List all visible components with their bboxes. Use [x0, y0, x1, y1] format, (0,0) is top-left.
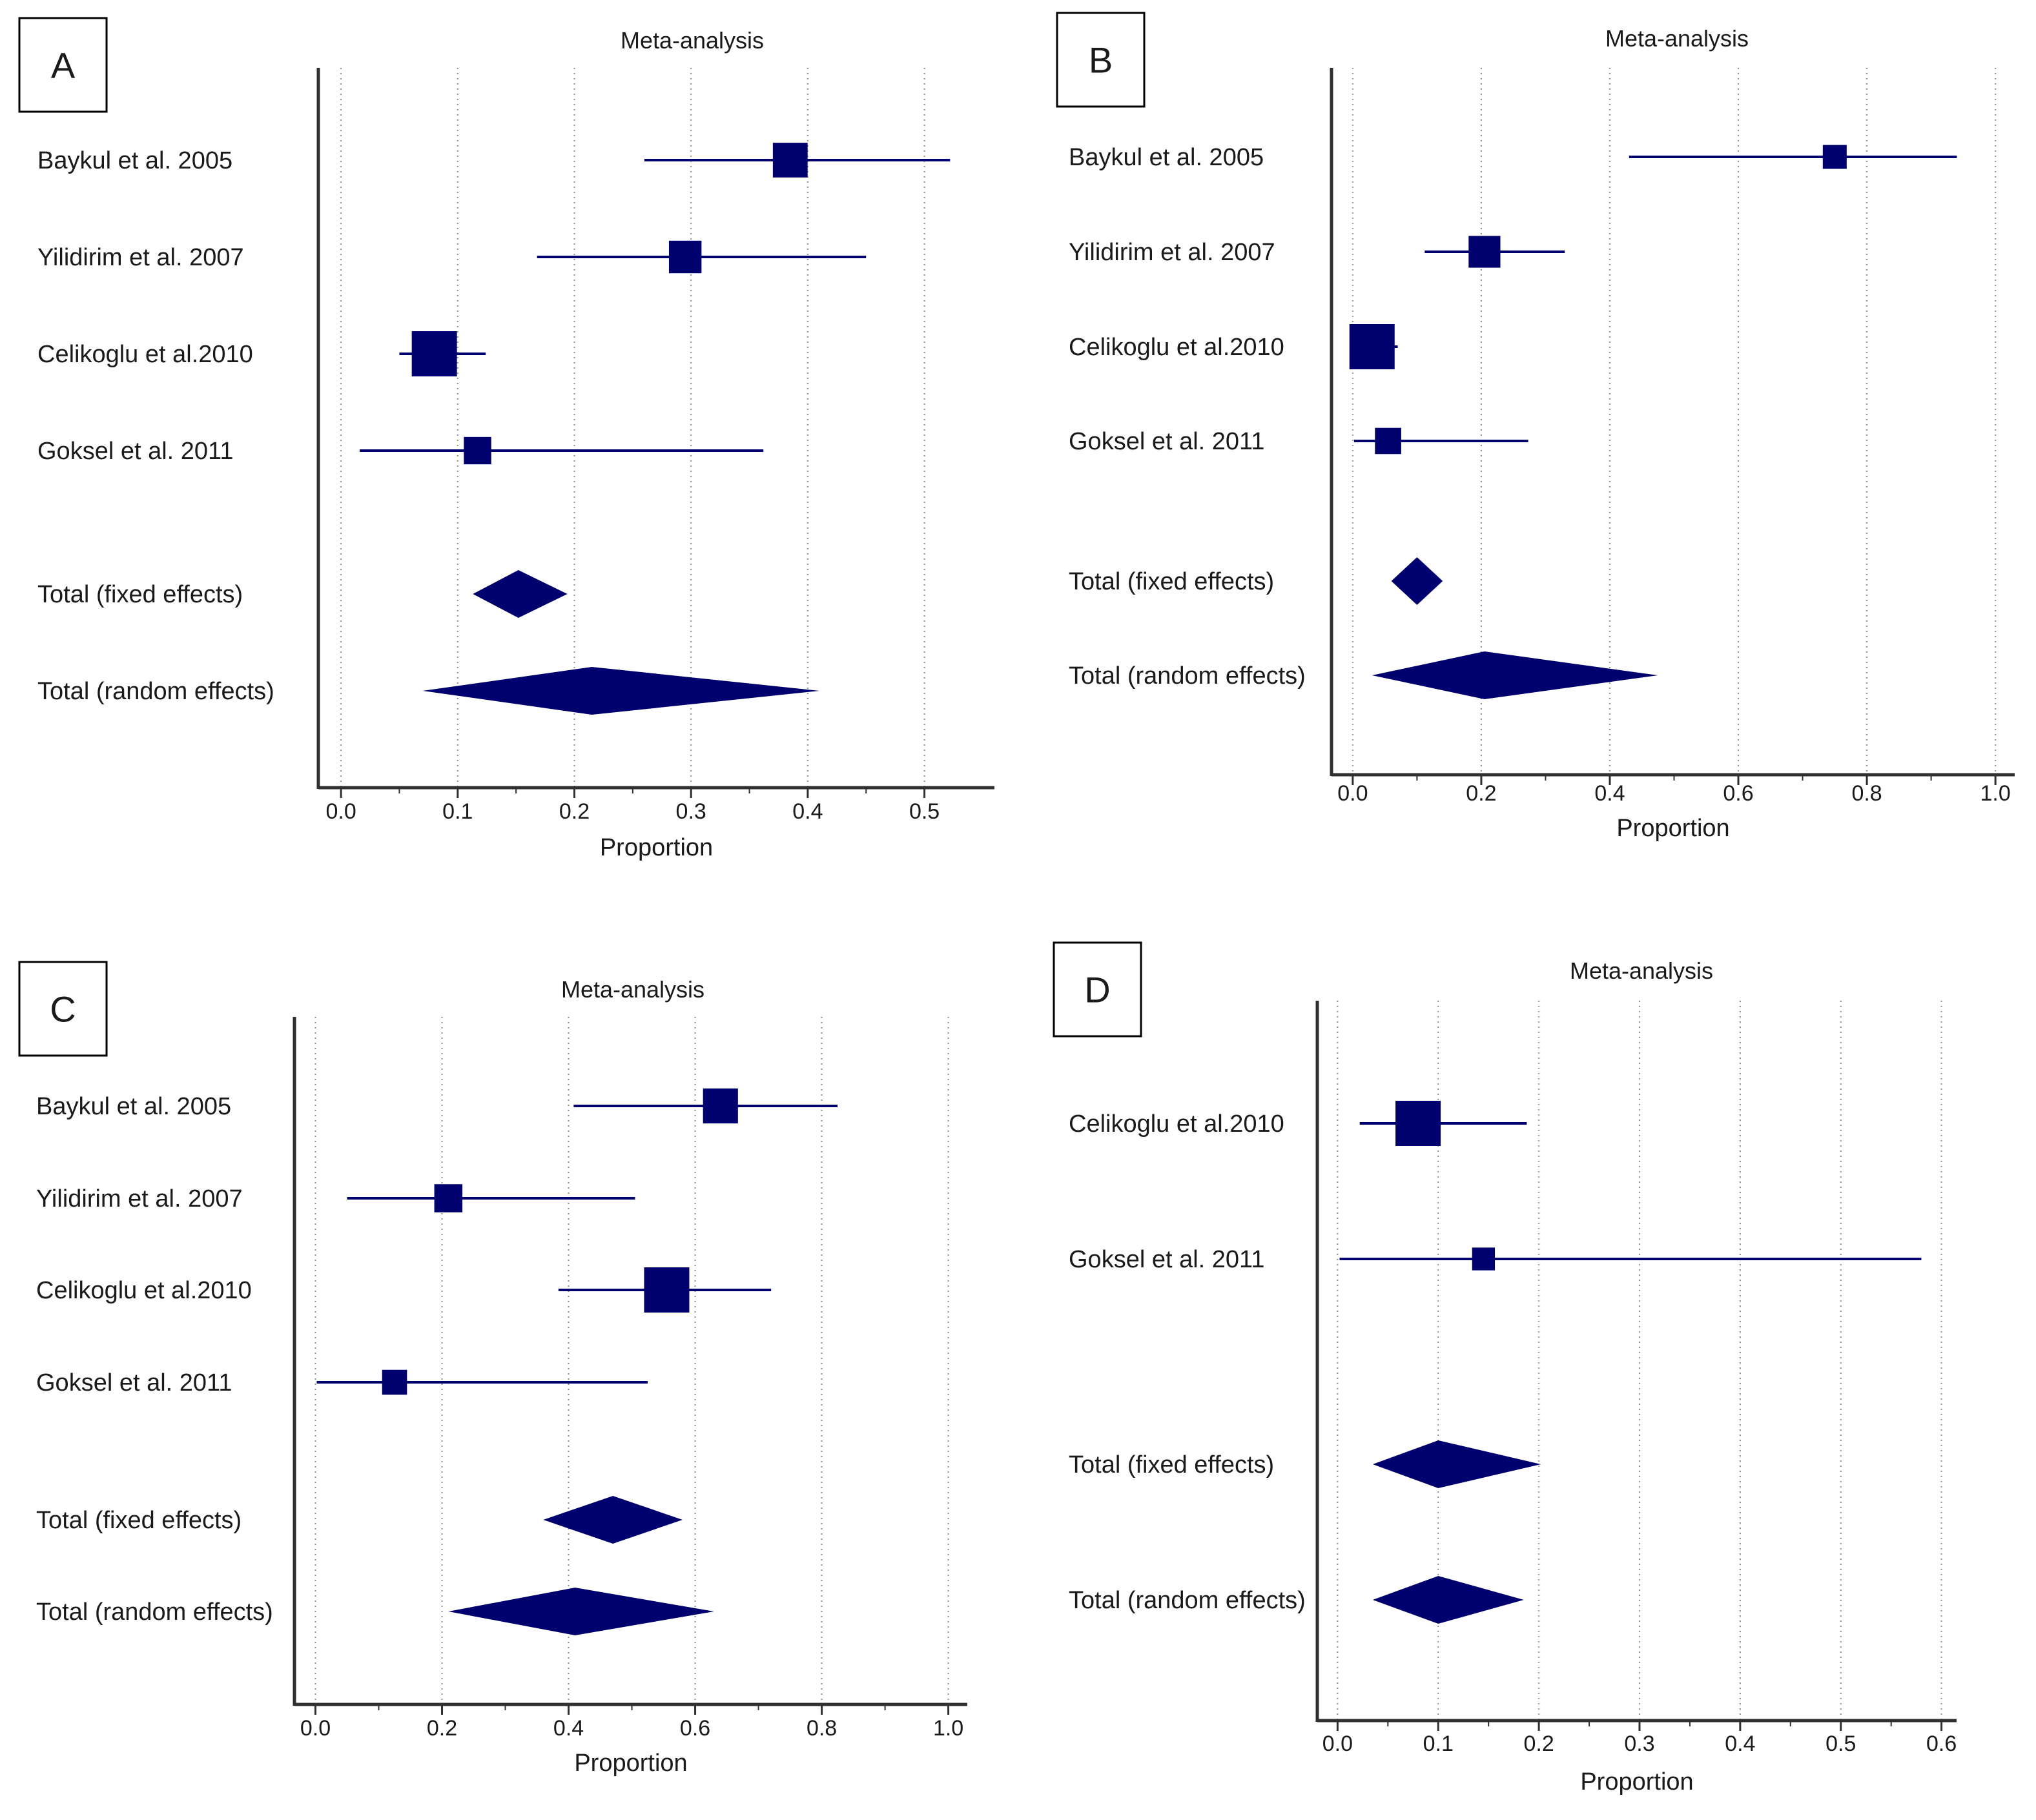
- x-axis-label: Proportion: [1580, 1768, 1693, 1795]
- panel-label-box: [1056, 12, 1146, 108]
- point-estimate-marker: [1349, 324, 1395, 369]
- chart-title: Meta-analysis: [561, 976, 704, 1003]
- panel-label: C: [50, 989, 76, 1030]
- study-label: Yilidirim et al. 2007: [37, 244, 244, 271]
- point-estimate-marker: [1468, 236, 1501, 268]
- x-tick-label: 0.2: [1466, 781, 1496, 806]
- summary-diamond: [1372, 1576, 1524, 1624]
- x-axis-label: Proportion: [600, 834, 713, 861]
- study-label: Baykul et al. 2005: [36, 1093, 231, 1120]
- study-label: Celikoglu et al.2010: [1069, 334, 1284, 361]
- point-estimate-marker: [772, 143, 808, 178]
- x-tick-label: 0.4: [792, 799, 823, 824]
- x-tick-label: 0.0: [1337, 781, 1368, 806]
- study-label: Celikoglu et al.2010: [1069, 1110, 1284, 1138]
- summary-diamond: [422, 667, 819, 715]
- point-estimate-marker: [668, 240, 702, 274]
- point-estimate-marker: [382, 1369, 407, 1395]
- panel-label-box: [18, 961, 108, 1057]
- point-estimate-marker: [1822, 145, 1847, 169]
- summary-diamond: [1391, 557, 1443, 605]
- study-label: Baykul et al. 2005: [37, 147, 232, 174]
- x-tick-label: 0.5: [909, 799, 940, 824]
- point-estimate-marker: [644, 1267, 690, 1313]
- chart-title: Meta-analysis: [1570, 957, 1713, 984]
- x-tick-label: 0.0: [1322, 1732, 1353, 1756]
- summary-diamond: [448, 1588, 714, 1635]
- x-tick-label: 0.4: [553, 1716, 584, 1741]
- summary-diamond: [543, 1496, 683, 1544]
- x-tick-label: 0.2: [427, 1716, 457, 1741]
- x-tick-label: 0.3: [1624, 1732, 1654, 1756]
- total-label: Total (fixed effects): [1069, 568, 1274, 595]
- x-tick-label: 1.0: [933, 1716, 963, 1741]
- summary-diamond: [1372, 651, 1658, 699]
- total-label: Total (fixed effects): [37, 581, 243, 608]
- panel-d: D Meta-analysis 0.0 0.1 0.2 0.3 0.4 0.5 0.6 Propo…: [1053, 941, 1957, 1795]
- panel-a: A Meta-analysis 0.0 0.1 0.2 0.3 0.4 0.5 Proporti…: [18, 17, 994, 861]
- x-axis-label: Proportion: [574, 1750, 687, 1777]
- study-label: Goksel et al. 2011: [1069, 428, 1264, 455]
- x-tick-label: 0.4: [1725, 1732, 1755, 1756]
- point-estimate-marker: [1472, 1247, 1496, 1271]
- point-estimate-marker: [411, 331, 457, 376]
- x-tick-label: 0.5: [1825, 1732, 1856, 1756]
- x-axis-label: Proportion: [1616, 815, 1729, 842]
- x-tick-label: 0.1: [1423, 1732, 1454, 1756]
- point-estimate-marker: [703, 1088, 738, 1124]
- x-tick-label: 0.6: [1926, 1732, 1957, 1756]
- x-tick-label: 0.8: [807, 1716, 837, 1741]
- x-tick-label: 0.0: [300, 1716, 331, 1741]
- panel-label: A: [51, 45, 76, 86]
- total-label: Total (fixed effects): [36, 1507, 242, 1534]
- panel-label-box: [18, 17, 108, 113]
- total-label: Total (fixed effects): [1069, 1451, 1274, 1478]
- x-tick-label: 0.1: [442, 799, 473, 824]
- panel-c: C Meta-analysis 0.0 0.2 0.4 0.6 0.8 1.0 Proporti…: [18, 961, 967, 1777]
- panel-b: B Meta-analysis 0.0 0.2 0.4 0.6 0.8 1.0 Proporti…: [1056, 12, 2015, 842]
- x-tick-label: 0.3: [676, 799, 706, 824]
- x-tick-label: 0.6: [680, 1716, 710, 1741]
- panel-label: B: [1089, 40, 1113, 81]
- point-estimate-marker: [1375, 427, 1401, 455]
- study-label: Celikoglu et al.2010: [37, 341, 253, 368]
- x-tick-label: 0.6: [1723, 781, 1753, 806]
- study-label: Celikoglu et al.2010: [36, 1277, 252, 1304]
- total-label: Total (random effects): [37, 678, 274, 705]
- total-label: Total (random effects): [36, 1599, 273, 1626]
- summary-diamond: [473, 570, 568, 618]
- study-label: Baykul et al. 2005: [1069, 144, 1264, 171]
- summary-diamond: [1372, 1440, 1541, 1488]
- study-label: Goksel et al. 2011: [37, 438, 233, 465]
- study-label: Yilidirim et al. 2007: [1069, 239, 1275, 266]
- total-label: Total (random effects): [1069, 662, 1306, 690]
- x-tick-label: 0.2: [1523, 1732, 1554, 1756]
- chart-title: Meta-analysis: [621, 27, 764, 54]
- x-tick-label: 1.0: [1980, 781, 2011, 806]
- study-label: Goksel et al. 2011: [1069, 1246, 1264, 1273]
- x-tick-label: 0.0: [325, 799, 356, 824]
- panel-label: D: [1084, 970, 1110, 1010]
- point-estimate-marker: [464, 436, 491, 465]
- point-estimate-marker: [1395, 1101, 1441, 1146]
- x-tick-label: 0.8: [1851, 781, 1882, 806]
- x-tick-label: 0.2: [559, 799, 590, 824]
- panel-label-box: [1053, 941, 1142, 1038]
- x-tick-label: 0.4: [1594, 781, 1625, 806]
- total-label: Total (random effects): [1069, 1587, 1306, 1614]
- study-label: Yilidirim et al. 2007: [36, 1185, 243, 1212]
- chart-title: Meta-analysis: [1605, 25, 1749, 52]
- study-label: Goksel et al. 2011: [36, 1369, 232, 1396]
- point-estimate-marker: [434, 1184, 463, 1212]
